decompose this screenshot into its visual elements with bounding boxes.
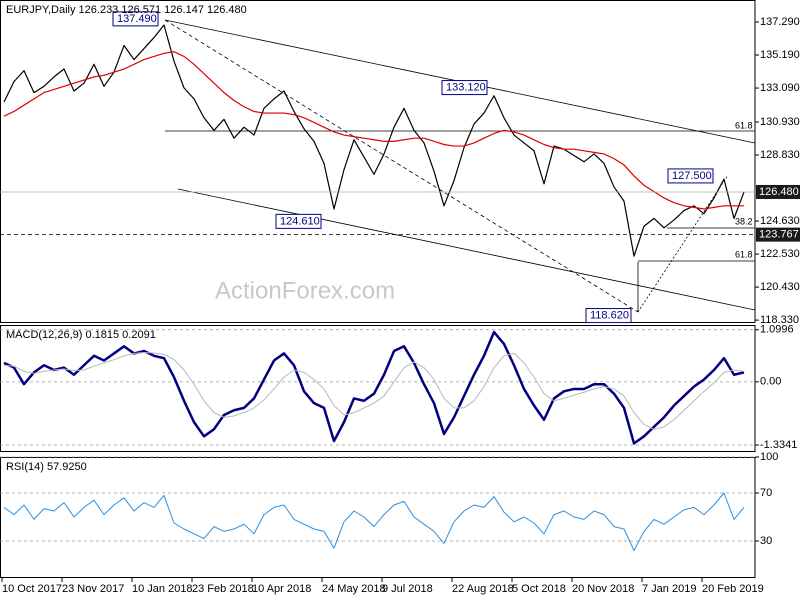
annotation-label: 133.120 (446, 81, 486, 93)
watermark: ActionForex.com (215, 277, 395, 304)
series-line (3, 330, 745, 445)
y-tick-label: 133.090 (760, 82, 800, 94)
channel-lower (177, 188, 756, 311)
y-tick-label: 128.830 (760, 149, 800, 161)
dashed-trend (164, 19, 639, 313)
y-tick-label: 135.190 (760, 49, 800, 61)
panel-frame (0, 0, 756, 323)
fib-label: 61.8 (735, 249, 753, 259)
x-tick-label: 23 Feb 2018 (192, 583, 254, 595)
y-tick-label: 137.290 (760, 16, 800, 28)
y-tick-label: 30 (760, 535, 772, 547)
x-tick-label: 20 Feb 2019 (702, 583, 764, 595)
x-tick-label: 23 Nov 2017 (62, 583, 124, 595)
series-line (3, 492, 745, 552)
y-tick-label: 1.0996 (760, 324, 794, 336)
price-label-box (756, 184, 800, 199)
y-tick-label: 120.430 (760, 281, 800, 293)
price-label: 123.767 (759, 229, 799, 241)
y-tick-label: 118.330 (760, 314, 799, 326)
x-tick-label: 20 Nov 2018 (572, 583, 634, 595)
x-tick-label: 10 Apr 2018 (252, 583, 311, 595)
x-tick-label: 10 Oct 2017 (2, 583, 62, 595)
annotation-box (441, 80, 488, 96)
y-tick-label: 130.930 (760, 116, 800, 128)
panel-title: MACD(12,26,9) 0.1815 0.2091 (6, 329, 156, 341)
annotation-box (275, 213, 322, 229)
price-label-box (756, 227, 800, 242)
dotted-trend (637, 174, 729, 313)
annotation-box (585, 308, 632, 324)
series-line (3, 51, 744, 210)
panel-frame (0, 325, 756, 452)
annotation-box (667, 168, 714, 184)
x-tick-label: 9 Jul 2018 (382, 583, 433, 595)
annotation-label: 127.500 (672, 170, 712, 182)
y-tick-label: 124.630 (760, 215, 800, 227)
y-tick-label: -1.3341 (760, 439, 797, 451)
x-tick-label: 24 May 2018 (322, 583, 386, 595)
annotation-label: 118.620 (590, 309, 629, 321)
y-tick-label: 122.530 (760, 248, 800, 260)
x-tick-label: 7 Jan 2019 (642, 583, 696, 595)
annotation-label: 137.490 (117, 13, 157, 25)
y-tick-label: 0.00 (760, 376, 781, 388)
y-tick-label: 100 (760, 451, 778, 463)
series-line (3, 351, 745, 430)
annotation-label: 124.610 (280, 215, 320, 227)
series-line (3, 24, 745, 257)
x-tick-label: 5 Oct 2018 (512, 583, 566, 595)
x-tick-label: 10 Jan 2018 (132, 583, 193, 595)
panel-title: EURJPY,Daily 126.233 126.571 126.147 126… (6, 4, 247, 16)
panel-title: RSI(14) 57.9250 (6, 461, 87, 473)
annotation-box (112, 11, 159, 27)
fib-label: 61.8 (735, 120, 753, 130)
x-tick-label: 22 Aug 2018 (452, 583, 514, 595)
fib-label: 38.2 (735, 216, 753, 226)
price-label: 126.480 (759, 186, 799, 198)
panel-frame (0, 457, 756, 578)
y-tick-label: 70 (760, 487, 772, 499)
